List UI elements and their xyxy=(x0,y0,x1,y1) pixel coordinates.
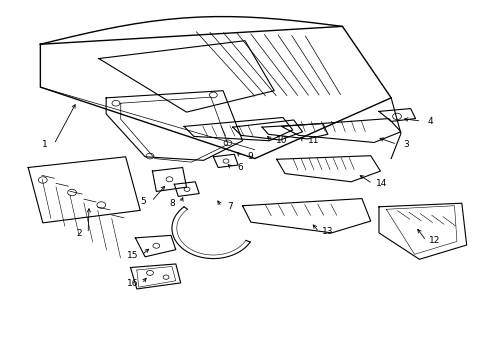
Text: 8: 8 xyxy=(169,199,175,208)
Text: 3: 3 xyxy=(403,140,409,149)
Text: 5: 5 xyxy=(140,197,146,206)
Text: 6: 6 xyxy=(237,163,243,172)
Text: 11: 11 xyxy=(307,136,319,145)
Text: 1: 1 xyxy=(42,140,48,149)
Text: 10: 10 xyxy=(276,136,287,145)
Text: 4: 4 xyxy=(427,117,433,126)
Text: 2: 2 xyxy=(76,229,82,238)
Text: 15: 15 xyxy=(127,251,139,260)
Text: 7: 7 xyxy=(227,202,233,211)
Text: 16: 16 xyxy=(127,279,139,288)
Text: 13: 13 xyxy=(322,227,334,236)
Text: 14: 14 xyxy=(376,179,387,188)
Text: 12: 12 xyxy=(429,236,441,245)
Text: 9: 9 xyxy=(247,152,253,161)
